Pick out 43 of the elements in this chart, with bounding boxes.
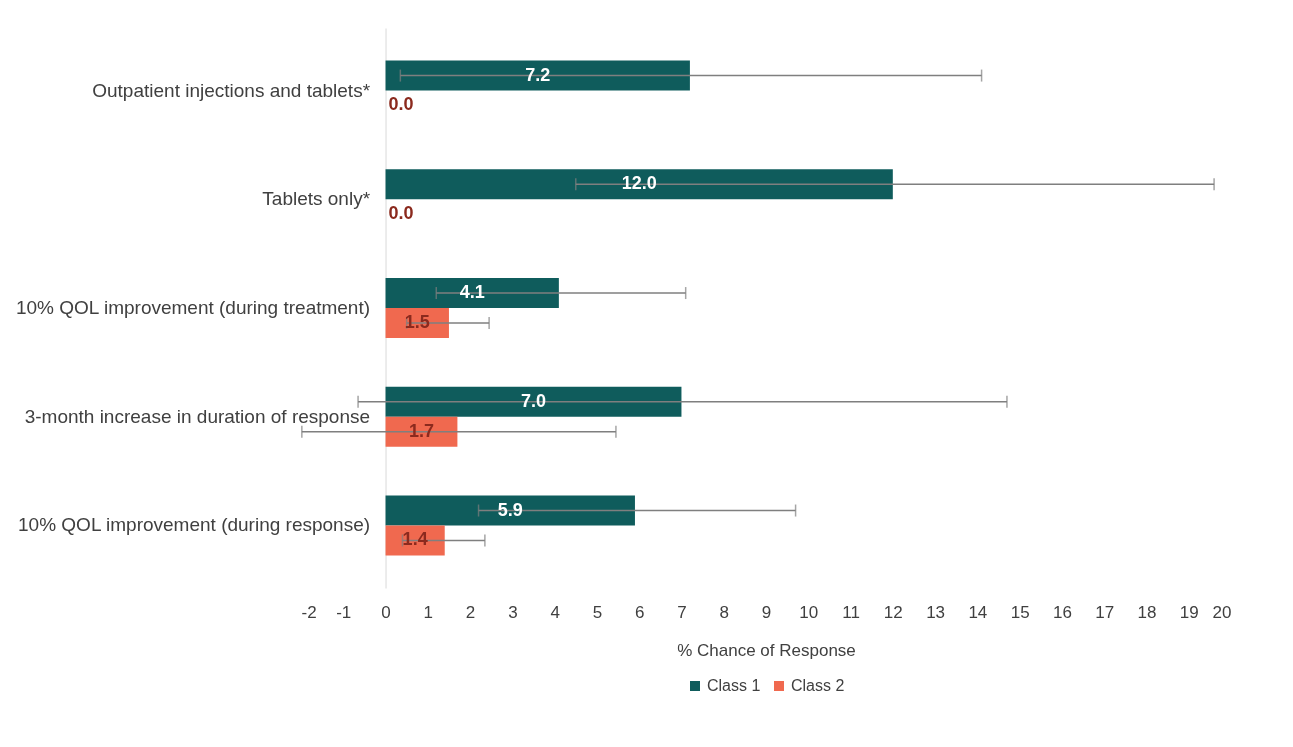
x-tick-label: -1 bbox=[336, 602, 352, 622]
x-tick-label: 7 bbox=[677, 602, 687, 622]
x-tick-label: 4 bbox=[550, 602, 560, 622]
x-tick-label: -2 bbox=[301, 602, 317, 622]
x-tick-label: 6 bbox=[634, 602, 645, 622]
x-tick-label: 5 bbox=[592, 602, 603, 622]
y-tick-label: 3-month increase in duration of response bbox=[24, 405, 371, 427]
x-tick-label: 10 bbox=[799, 602, 819, 622]
x-tick-label: 17 bbox=[1095, 602, 1115, 622]
x-tick-label: 18 bbox=[1137, 602, 1157, 622]
bar bbox=[385, 278, 559, 308]
x-tick-label: 16 bbox=[1052, 602, 1072, 622]
x-tick-label: 15 bbox=[1010, 602, 1030, 622]
x-tick-label: 20 bbox=[1212, 602, 1232, 622]
bar bbox=[385, 386, 682, 417]
bar bbox=[385, 169, 893, 200]
x-tick-label: 13 bbox=[926, 602, 946, 622]
data-label: 12.0 bbox=[621, 173, 657, 194]
x-tick-label: 12 bbox=[883, 602, 903, 622]
legend-label: Class 1 bbox=[707, 677, 761, 694]
x-tick-label: 9 bbox=[761, 602, 772, 622]
legend-label: Class 2 bbox=[791, 677, 845, 694]
x-axis-title: % Chance of Response bbox=[677, 640, 856, 660]
y-tick-label: Outpatient injections and tablets* bbox=[92, 79, 371, 101]
data-label: 5.9 bbox=[497, 499, 523, 520]
data-label: 7.0 bbox=[520, 390, 547, 411]
x-tick-label: 19 bbox=[1179, 602, 1199, 622]
x-tick-label: 11 bbox=[842, 602, 860, 622]
x-tick-label: 8 bbox=[719, 602, 729, 622]
x-tick-label: 0 bbox=[381, 602, 391, 622]
y-tick-label: 10% QOL improvement (during response) bbox=[18, 514, 371, 536]
y-tick-label: 10% QOL improvement (during treatment) bbox=[15, 297, 371, 318]
data-label: 0.0 bbox=[388, 203, 414, 224]
x-tick-label: 3 bbox=[508, 602, 518, 622]
bar bbox=[385, 495, 635, 526]
data-label: 4.1 bbox=[459, 282, 485, 303]
x-tick-label: 1 bbox=[423, 602, 434, 622]
data-label: 0.0 bbox=[388, 94, 414, 115]
data-label: 7.2 bbox=[525, 64, 551, 85]
bar bbox=[385, 60, 690, 91]
y-tick-label: Tablets only* bbox=[262, 188, 371, 210]
x-tick-label: 2 bbox=[465, 602, 476, 622]
x-tick-label: 14 bbox=[968, 602, 988, 622]
